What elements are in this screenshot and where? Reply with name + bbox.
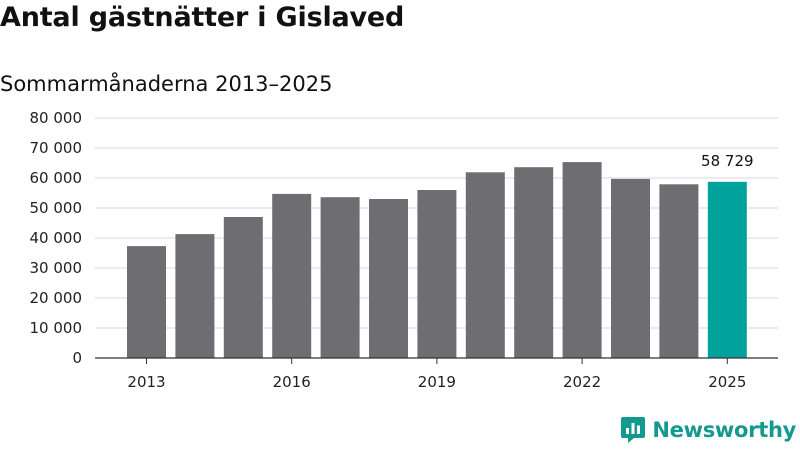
bar-2014 [175,234,215,358]
bar-2018 [369,199,408,358]
y-tick-label: 50 000 [30,199,83,217]
x-axis-ticks: 2013 2016 2019 2022 2025 [127,358,746,391]
y-tick-label: 20 000 [30,289,83,307]
chart-title: Antal gästnätter i Gislaved [0,2,405,33]
newsworthy-logo: Newsworthy [620,416,796,444]
bar-2017 [320,197,360,358]
x-tick-label: 2016 [273,373,311,391]
bar-2013 [127,246,166,358]
chart-subtitle: Sommarmånaderna 2013–2025 [0,72,333,96]
bar-2024 [659,184,699,358]
y-tick-label: 10 000 [30,319,83,337]
y-tick-label: 70 000 [30,139,83,157]
x-tick-label: 2022 [563,373,601,391]
bar-2020 [465,172,505,358]
bar-2025 [707,181,747,358]
y-tick-label: 60 000 [30,169,83,187]
bar-chart-icon [621,417,646,443]
bar-2015 [223,217,263,358]
bar-2016 [272,193,312,358]
y-axis-ticks: 0 10 000 20 000 30 000 40 000 50 000 60 000 70 … [30,109,83,367]
bar-2021 [514,167,554,358]
y-tick-label: 0 [72,349,82,367]
y-tick-label: 80 000 [30,109,83,127]
y-tick-label: 30 000 [30,259,83,277]
highlight-data-label: 58 729 [701,152,754,170]
x-tick-label: 2025 [708,373,746,391]
bar-2022 [562,162,602,358]
y-tick-label: 40 000 [30,229,83,247]
brand-name: Newsworthy [652,418,796,442]
bar-2019 [417,190,457,358]
bar-2023 [611,178,650,358]
x-tick-label: 2019 [418,373,456,391]
data-labels: 58 729 [701,152,754,170]
bars [127,162,747,358]
x-tick-label: 2013 [127,373,165,391]
